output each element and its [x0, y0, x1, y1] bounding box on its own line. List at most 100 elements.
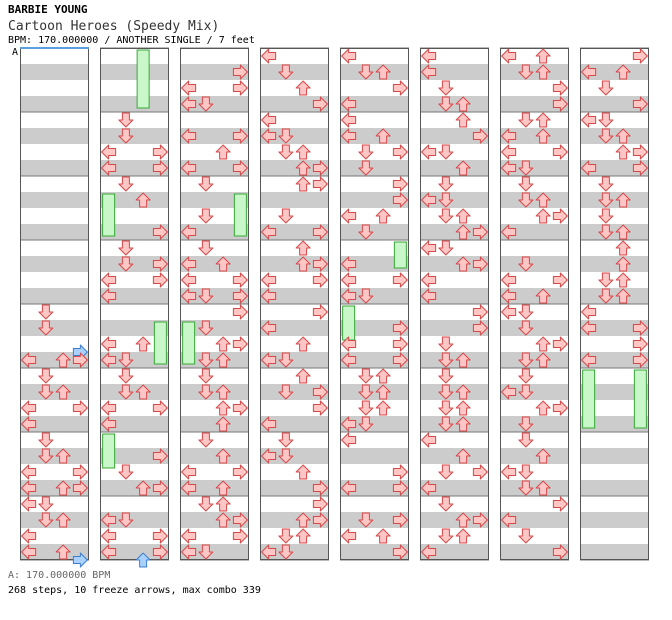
down-arrow-icon [198, 240, 214, 256]
right-arrow-icon [472, 128, 488, 144]
beat-stripe [340, 192, 409, 208]
down-arrow-icon [518, 304, 534, 320]
right-arrow-icon [312, 96, 328, 112]
left-arrow-icon [421, 432, 437, 448]
beat-stripe [500, 64, 569, 80]
right-arrow-icon [152, 400, 168, 416]
up-arrow-icon [135, 336, 151, 352]
down-arrow-icon [598, 224, 614, 240]
right-arrow-icon [152, 144, 168, 160]
right-arrow-icon [392, 512, 408, 528]
up-arrow-icon [455, 256, 471, 272]
left-arrow-icon [341, 528, 357, 544]
up-arrow-icon [295, 160, 311, 176]
left-arrow-icon [421, 288, 437, 304]
beat-stripe [100, 320, 169, 336]
right-arrow-icon [632, 160, 648, 176]
left-arrow-icon [341, 352, 357, 368]
left-arrow-icon [181, 128, 197, 144]
left-arrow-icon [581, 112, 597, 128]
beat-stripe [580, 128, 649, 144]
left-arrow-icon [21, 496, 37, 512]
freeze-arrow [233, 193, 247, 237]
up-arrow-icon [375, 384, 391, 400]
beat-stripe [20, 128, 89, 144]
down-arrow-icon [38, 448, 54, 464]
beat-stripe [580, 288, 649, 304]
down-arrow-icon [358, 288, 374, 304]
beat-stripe [260, 96, 329, 112]
right-arrow-icon [312, 224, 328, 240]
up-arrow-icon [455, 528, 471, 544]
left-arrow-icon [421, 64, 437, 80]
beat-stripe [500, 416, 569, 432]
beat-stripe [500, 544, 569, 560]
beat-stripe [20, 480, 89, 496]
beat-stripe [500, 160, 569, 176]
down-arrow-icon [38, 320, 54, 336]
column-border [420, 48, 489, 560]
up-arrow-icon [535, 64, 551, 80]
down-arrow-icon [38, 432, 54, 448]
beat-stripe [260, 352, 329, 368]
up-arrow-icon [535, 288, 551, 304]
right-arrow-icon [72, 480, 88, 496]
left-arrow-icon [501, 128, 517, 144]
right-arrow-icon [232, 336, 248, 352]
left-arrow-icon [101, 416, 117, 432]
down-arrow-icon [518, 320, 534, 336]
down-arrow-icon [598, 288, 614, 304]
down-arrow-icon [438, 96, 454, 112]
up-arrow-icon [135, 192, 151, 208]
column-border [500, 48, 569, 560]
down-arrow-icon [598, 128, 614, 144]
beat-stripe [340, 128, 409, 144]
left-arrow-icon [341, 48, 357, 64]
up-arrow-icon [455, 416, 471, 432]
right-arrow-icon [152, 448, 168, 464]
right-arrow-icon [552, 96, 568, 112]
left-arrow-icon [101, 272, 117, 288]
beat-stripe [20, 256, 89, 272]
up-arrow-icon [535, 336, 551, 352]
left-arrow-icon [421, 192, 437, 208]
freeze-arrow [582, 369, 596, 429]
beat-stripe [580, 192, 649, 208]
up-arrow-icon [455, 384, 471, 400]
down-arrow-icon [198, 320, 214, 336]
down-arrow-icon [438, 208, 454, 224]
left-arrow-icon [101, 288, 117, 304]
beat-stripe [500, 384, 569, 400]
up-arrow-icon [55, 352, 71, 368]
beat-stripe [500, 448, 569, 464]
up-arrow-icon [375, 128, 391, 144]
left-arrow-icon [501, 224, 517, 240]
up-arrow-icon [535, 448, 551, 464]
up-arrow-icon [455, 160, 471, 176]
freeze-arrow [633, 369, 647, 429]
beat-stripe [260, 128, 329, 144]
right-arrow-icon [552, 496, 568, 512]
right-arrow-icon [552, 80, 568, 96]
up-arrow-icon [215, 336, 231, 352]
beat-stripe [260, 288, 329, 304]
beat-stripe [180, 480, 249, 496]
beat-stripe [180, 192, 249, 208]
right-arrow-icon [152, 224, 168, 240]
left-arrow-icon [181, 96, 197, 112]
down-arrow-icon [598, 80, 614, 96]
right-arrow-icon [392, 80, 408, 96]
left-arrow-icon [181, 528, 197, 544]
down-arrow-icon [518, 432, 534, 448]
left-arrow-icon [341, 432, 357, 448]
right-arrow-icon [392, 272, 408, 288]
beat-stripe [20, 224, 89, 240]
down-arrow-icon [518, 368, 534, 384]
up-arrow-icon [295, 368, 311, 384]
up-arrow-icon [295, 240, 311, 256]
down-arrow-icon [518, 480, 534, 496]
right-arrow-icon [392, 480, 408, 496]
beat-stripe [580, 352, 649, 368]
down-arrow-icon [278, 64, 294, 80]
down-arrow-icon [358, 400, 374, 416]
